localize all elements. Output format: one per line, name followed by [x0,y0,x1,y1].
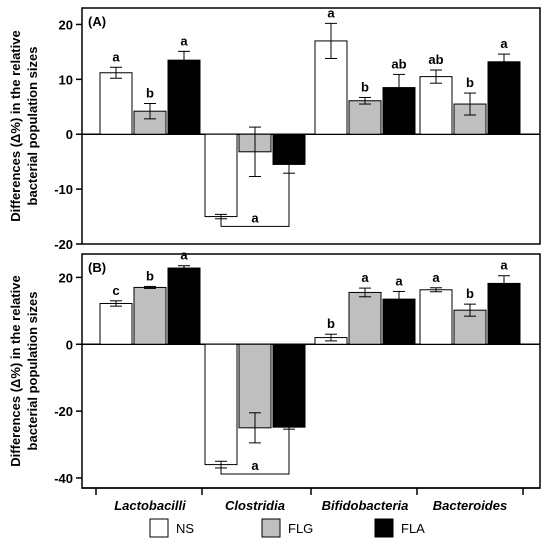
y-tick-label: 0 [66,127,73,142]
category-label: Clostridia [225,498,285,513]
significance-letter: b [327,316,335,331]
significance-letter: b [146,268,154,283]
bracket-letter: a [251,458,259,473]
significance-letter: a [500,36,508,51]
significance-letter: a [500,258,508,273]
legend-label: FLA [401,521,425,536]
legend-swatch [149,518,169,538]
y-tick-label: 20 [59,17,73,32]
category-label: Lactobacilli [114,498,186,513]
y-tick-label: 0 [66,337,73,352]
significance-letter: a [395,273,403,288]
significance-letter: a [327,5,335,20]
significance-letter: a [180,248,188,263]
bar [167,267,201,345]
significance-letter: b [146,85,154,100]
category-label: Bacteroides [433,498,507,513]
bar [419,289,453,345]
legend-label: NS [176,521,194,536]
y-axis-label: Differences (Δ%) in the relative [8,30,23,221]
significance-letter: a [361,270,369,285]
bar [133,286,167,345]
y-tick-label: -20 [54,404,73,419]
legend-swatch [374,518,394,538]
significance-letter: b [361,79,369,94]
y-axis-label: bacterial population sizes [25,47,40,206]
y-tick-label: -10 [54,182,73,197]
bar [487,61,521,135]
significance-letter: a [432,270,440,285]
significance-letter: c [112,283,119,298]
comparison-bracket [220,173,290,227]
significance-letter: b [466,286,474,301]
bar [348,100,382,135]
bar [204,343,238,466]
category-label: Bifidobacteria [322,498,409,513]
panel-label: (A) [88,14,106,29]
y-axis-label: bacterial population sizes [25,292,40,451]
significance-letter: ab [428,52,443,67]
legend-swatch [261,518,281,538]
bar [99,72,133,135]
panel-frame [81,7,541,245]
y-axis-label: Differences (Δ%) in the relative [8,275,23,466]
significance-letter: a [180,33,188,48]
y-tick-label: -20 [54,237,73,252]
bar [99,302,133,345]
significance-letter: a [112,49,120,64]
y-tick-label: 10 [59,72,73,87]
bar [204,133,238,218]
panel-label: (B) [88,260,106,275]
bar [167,59,201,135]
bar [272,343,306,428]
y-tick-label: 20 [59,270,73,285]
bar [419,76,453,135]
comparison-bracket [220,429,290,475]
bracket-letter: a [251,210,259,225]
bar [348,291,382,345]
y-tick-label: -40 [54,471,73,486]
bar [487,282,521,345]
significance-letter: ab [391,56,406,71]
significance-letter: b [466,75,474,90]
legend-label: FLG [288,521,313,536]
